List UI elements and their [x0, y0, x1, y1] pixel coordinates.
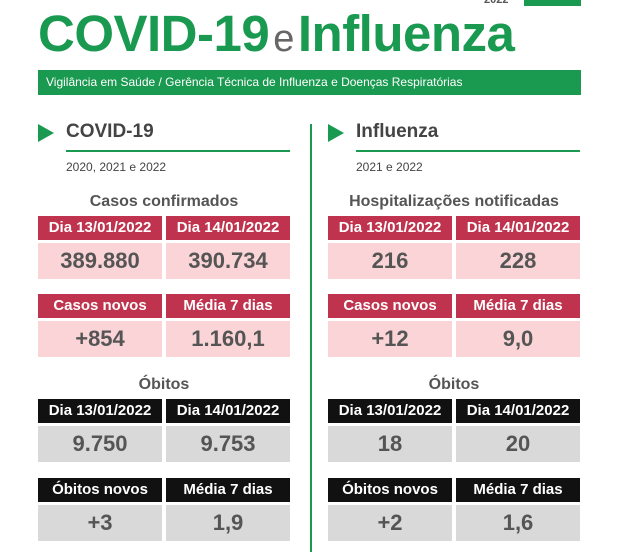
covid-section-rule	[66, 150, 290, 152]
influenza-hospitalizations-label: Hospitalizações notificadas	[349, 193, 559, 210]
covid-deaths-header-2: Dia 14/01/2022	[166, 399, 290, 423]
influenza-new-cases-header-1: Casos novos	[328, 294, 452, 318]
covid-confirmed-label: Casos confirmados	[89, 193, 239, 210]
header-tab	[524, 0, 581, 6]
title-conjunction: e	[273, 18, 294, 60]
subtitle-banner: Vigilância em Saúde / Gerência Técnica d…	[38, 70, 581, 95]
covid-confirmed-table: Dia 13/01/2022 Dia 14/01/2022 389.880 39…	[38, 216, 290, 279]
covid-new-deaths-value-1: +3	[38, 505, 162, 541]
page-title: COVID-19 eInfluenza	[38, 5, 515, 62]
covid-deaths-value-2: 9.753	[166, 426, 290, 462]
column-divider	[310, 124, 312, 552]
covid-deaths-header-1: Dia 13/01/2022	[38, 399, 162, 423]
triangle-arrow-icon	[38, 124, 54, 142]
title-covid: COVID-19	[38, 5, 270, 62]
influenza-section-rule	[356, 150, 580, 152]
covid-new-deaths-value-2: 1,9	[166, 505, 290, 541]
influenza-hosp-value-1: 216	[328, 243, 452, 279]
covid-deaths-value-1: 9.750	[38, 426, 162, 462]
influenza-deaths-value-1: 18	[328, 426, 452, 462]
covid-new-deaths-header-1: Óbitos novos	[38, 478, 162, 502]
covid-new-cases-table: Casos novos Média 7 dias +854 1.160,1	[38, 294, 290, 357]
influenza-new-deaths-header-1: Óbitos novos	[328, 478, 452, 502]
influenza-new-cases-value-2: 9,0	[456, 321, 580, 357]
influenza-new-deaths-table: Óbitos novos Média 7 dias +2 1,6	[328, 478, 580, 541]
covid-years: 2020, 2021 e 2022	[66, 160, 167, 174]
title-influenza: Influenza	[297, 5, 515, 62]
influenza-deaths-label: Óbitos	[428, 376, 480, 393]
influenza-years: 2021 e 2022	[356, 160, 423, 174]
covid-new-cases-header-2: Média 7 dias	[166, 294, 290, 318]
influenza-hosp-header-2: Dia 14/01/2022	[456, 216, 580, 240]
influenza-deaths-value-2: 20	[456, 426, 580, 462]
covid-confirmed-header-1: Dia 13/01/2022	[38, 216, 162, 240]
covid-confirmed-header-2: Dia 14/01/2022	[166, 216, 290, 240]
covid-confirmed-value-1: 389.880	[38, 243, 162, 279]
influenza-section-title: Influenza	[356, 121, 439, 142]
covid-new-cases-value-2: 1.160,1	[166, 321, 290, 357]
covid-new-deaths-header-2: Média 7 dias	[166, 478, 290, 502]
header-year: 2022	[484, 0, 509, 6]
influenza-new-cases-table: Casos novos Média 7 dias +12 9,0	[328, 294, 580, 357]
influenza-new-cases-value-1: +12	[328, 321, 452, 357]
influenza-hospitalizations-table: Dia 13/01/2022 Dia 14/01/2022 216 228	[328, 216, 580, 279]
influenza-new-deaths-value-1: +2	[328, 505, 452, 541]
covid-section-title: COVID-19	[66, 121, 154, 142]
covid-confirmed-value-2: 390.734	[166, 243, 290, 279]
covid-deaths-label: Óbitos	[138, 376, 190, 393]
influenza-new-deaths-value-2: 1,6	[456, 505, 580, 541]
covid-new-cases-value-1: +854	[38, 321, 162, 357]
influenza-deaths-table: Dia 13/01/2022 Dia 14/01/2022 18 20	[328, 399, 580, 462]
influenza-new-cases-header-2: Média 7 dias	[456, 294, 580, 318]
triangle-arrow-icon	[328, 124, 344, 142]
influenza-deaths-header-2: Dia 14/01/2022	[456, 399, 580, 423]
influenza-hosp-value-2: 228	[456, 243, 580, 279]
covid-new-deaths-table: Óbitos novos Média 7 dias +3 1,9	[38, 478, 290, 541]
influenza-deaths-header-1: Dia 13/01/2022	[328, 399, 452, 423]
covid-new-cases-header-1: Casos novos	[38, 294, 162, 318]
influenza-hosp-header-1: Dia 13/01/2022	[328, 216, 452, 240]
covid-deaths-table: Dia 13/01/2022 Dia 14/01/2022 9.750 9.75…	[38, 399, 290, 462]
influenza-new-deaths-header-2: Média 7 dias	[456, 478, 580, 502]
